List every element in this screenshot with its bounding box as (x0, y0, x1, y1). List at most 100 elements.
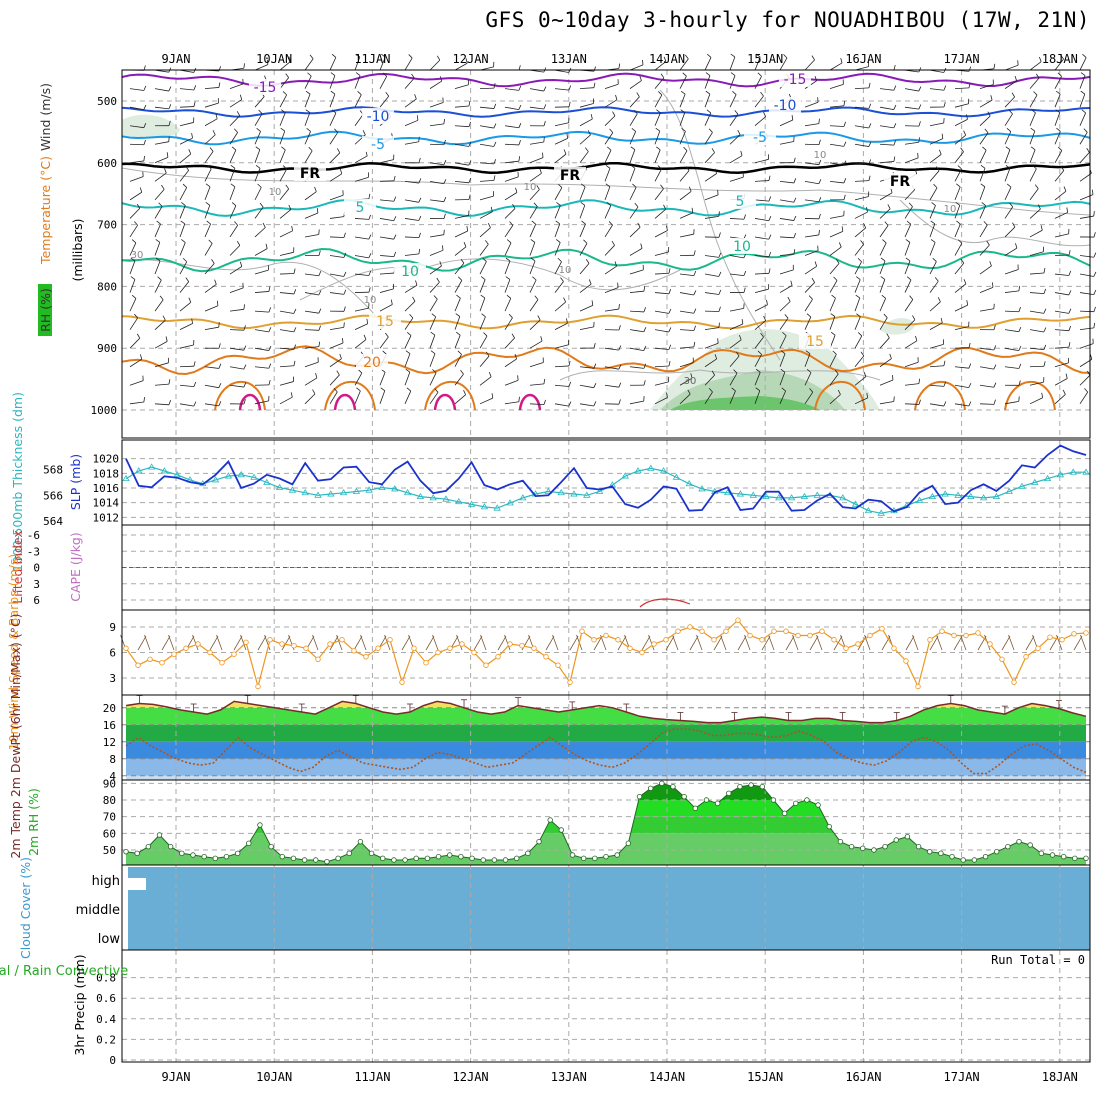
wind-barb (529, 340, 543, 349)
wind10m-point (579, 628, 585, 634)
wind-barb-feather (543, 104, 547, 110)
wind10m-point (315, 656, 321, 662)
wind-barb-feather (164, 168, 167, 174)
li-axis-label: Lifted Index (10, 530, 25, 604)
wind-barb-feather (234, 128, 238, 133)
wind-barb-feather (1084, 388, 1089, 393)
isotherm-20 (214, 380, 266, 411)
wind-barb-feather (558, 183, 563, 188)
wind-barb (879, 242, 887, 256)
wind-barb (754, 390, 761, 404)
wind-barb (479, 279, 486, 293)
wind-barb-feather (405, 368, 411, 373)
wind-barb (204, 263, 215, 275)
wind-barb-feather (542, 152, 544, 158)
wind-barb-feather (643, 307, 646, 313)
wind-barb (1029, 149, 1036, 163)
wind-barb-feather (285, 184, 290, 190)
wind-barb-feather (430, 350, 436, 354)
wind-barb (929, 88, 944, 91)
wind-barb (604, 132, 614, 145)
wind-barb-feather (609, 128, 614, 133)
wind-barb-feather (968, 363, 972, 369)
wind-barb-feather (465, 58, 468, 64)
wind-barb (729, 134, 741, 145)
wind-barb-feather (593, 343, 596, 349)
wind-barb (604, 99, 618, 108)
wind-barb (329, 152, 341, 164)
wind-barb-feather (443, 213, 446, 219)
wind-barb (929, 344, 944, 349)
wind-barb-feather (930, 239, 936, 243)
wind10m-barb (1008, 634, 1015, 651)
wind-barb-feather (905, 257, 911, 262)
wind-barb (804, 299, 813, 312)
wind-barb (1029, 130, 1036, 145)
wind-barb-feather (330, 90, 336, 95)
wind-barb-feather (1043, 268, 1046, 274)
wind-barb (579, 305, 593, 312)
wind-barb-feather (668, 288, 672, 294)
wind-barb (279, 112, 286, 126)
line-layer (120, 53, 1097, 865)
wind-barb (904, 279, 912, 293)
wind-barb (204, 284, 217, 293)
wind-barb-feather (868, 82, 871, 88)
wind-barb (229, 149, 237, 163)
wind-barb (379, 390, 386, 404)
wind-barb (979, 286, 994, 293)
wind-barb-feather (693, 270, 697, 276)
wind-barb (454, 262, 465, 275)
wind-barb-feather (368, 234, 372, 240)
wind-barb-feather (1093, 252, 1097, 258)
wind-barb-feather (1033, 91, 1038, 96)
thickness-marker (557, 488, 565, 496)
wind-barb (779, 141, 794, 145)
wind-barb-feather (490, 206, 493, 212)
wind-barb-feather (656, 109, 661, 114)
wind-barb (929, 281, 939, 293)
wind-barb-feather (963, 279, 967, 285)
wind-barb (679, 377, 693, 386)
wind-barb (154, 279, 162, 293)
thickness-marker (672, 473, 681, 480)
wind10m-barb (281, 635, 291, 651)
wind10m-barb (665, 635, 675, 651)
wind-barb-feather (155, 257, 161, 262)
wind-barb-feather (493, 175, 496, 181)
wind-barb-feather (268, 345, 272, 351)
rh-point (592, 855, 598, 862)
wind-barb-feather (218, 363, 222, 369)
wind-barb-feather (205, 183, 211, 188)
wind-barb (704, 112, 712, 126)
rh-point (726, 790, 732, 797)
wind-barb-feather (755, 387, 761, 391)
wind-barb (729, 323, 743, 331)
wind-barb-feather (660, 73, 665, 79)
wind-barb (704, 93, 711, 108)
wind-barb-feather (705, 90, 711, 95)
wind-barb-feather (255, 164, 261, 169)
thickness-marker (941, 490, 949, 497)
wind10m-barb (816, 634, 823, 651)
wind-barb (454, 394, 466, 405)
wind-barb-feather (343, 252, 347, 258)
wind-barb-feather (957, 165, 962, 170)
wind-barb-feather (443, 196, 447, 202)
wind-barb-feather (168, 86, 172, 92)
wind-barb (979, 132, 989, 145)
rh-point (346, 850, 352, 857)
wind-barb (379, 236, 394, 240)
wind-barb (229, 168, 236, 182)
wind-barb-feather (1083, 128, 1088, 133)
wind-barb-feather (518, 85, 522, 91)
slp-tick-label: 1012 (93, 511, 120, 524)
wind-barb (329, 292, 344, 295)
wind-barb (529, 88, 544, 92)
wind-barb (829, 143, 844, 147)
wind-barb (704, 342, 719, 349)
wind-barb-feather (343, 289, 347, 295)
cloud-gap (128, 878, 146, 890)
wind-barb-feather (932, 257, 937, 262)
wind-barb-feather (940, 317, 943, 324)
